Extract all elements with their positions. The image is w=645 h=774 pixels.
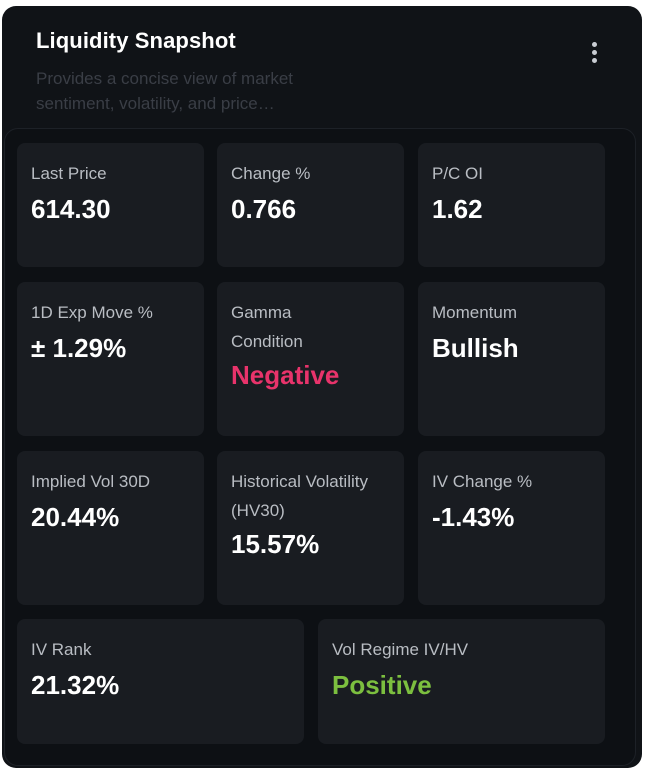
- metric-change-pct: Change % 0.766: [217, 143, 404, 267]
- metric-label: 1D Exp Move %: [31, 303, 153, 322]
- card-title: Liquidity Snapshot: [36, 28, 236, 53]
- card-description: Provides a concise view of market sentim…: [36, 69, 293, 113]
- metric-value: ± 1.29%: [31, 333, 127, 363]
- metrics-panel: Last Price 614.30 Change % 0.766 P/C OI …: [4, 128, 636, 766]
- metric-momentum: Momentum Bullish: [418, 282, 605, 436]
- metric-value: 15.57%: [231, 529, 320, 559]
- metric-value: Negative: [231, 360, 340, 390]
- metric-value: Positive: [332, 670, 432, 700]
- card-header: Liquidity Snapshot Provides a concise vi…: [2, 6, 642, 136]
- metric-label: Implied Vol 30D: [31, 472, 151, 491]
- metric-value: 20.44%: [31, 502, 120, 532]
- metric-label: Historical Volatility (HV30): [231, 472, 368, 520]
- metric-label: Vol Regime IV/HV: [332, 640, 469, 659]
- metric-iv-rank: IV Rank 21.32%: [17, 619, 304, 744]
- metric-label: Gamma Condition: [231, 303, 303, 351]
- metric-last-price: Last Price 614.30: [17, 143, 204, 267]
- metric-exp-move: 1D Exp Move % ± 1.29%: [17, 282, 204, 436]
- metric-value: 614.30: [31, 194, 111, 224]
- metric-value: 0.766: [231, 194, 297, 224]
- menu-dot: [591, 57, 597, 63]
- metric-label: IV Change %: [432, 472, 533, 491]
- metric-label: P/C OI: [432, 164, 484, 183]
- metric-vol-regime: Vol Regime IV/HV Positive: [318, 619, 605, 744]
- metric-implied-vol: Implied Vol 30D 20.44%: [17, 451, 204, 605]
- metric-label: Last Price: [31, 164, 107, 183]
- liquidity-snapshot-card: Liquidity Snapshot Provides a concise vi…: [2, 6, 642, 768]
- metric-gamma-condition: Gamma Condition Negative: [217, 282, 404, 436]
- metric-value: -1.43%: [432, 502, 515, 532]
- more-vertical-icon[interactable]: [580, 36, 608, 68]
- metric-label: Change %: [231, 164, 311, 183]
- metric-value: 21.32%: [31, 670, 120, 700]
- menu-dot: [591, 49, 597, 55]
- metric-value: 1.62: [432, 194, 483, 224]
- metric-value: Bullish: [432, 333, 519, 363]
- metric-historical-vol: Historical Volatility (HV30) 15.57%: [217, 451, 404, 605]
- menu-dot: [591, 41, 597, 47]
- metric-label: Momentum: [432, 303, 518, 322]
- metric-pc-oi: P/C OI 1.62: [418, 143, 605, 267]
- metric-label: IV Rank: [31, 640, 92, 659]
- metric-iv-change: IV Change % -1.43%: [418, 451, 605, 605]
